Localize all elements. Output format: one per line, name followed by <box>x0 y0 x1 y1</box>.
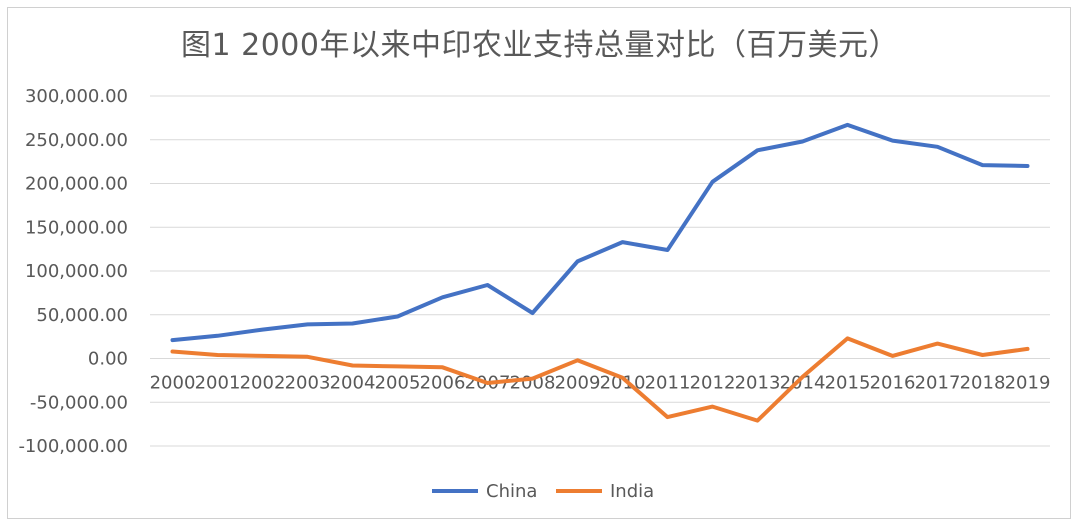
x-tick-label: 2002 <box>240 373 286 394</box>
series-line-china <box>170 122 1030 343</box>
y-tick-label: 200,000.00 <box>25 174 128 195</box>
x-tick-label: 2012 <box>690 373 736 394</box>
y-axis-ticks: 300,000.00 250,000.00 200,000.00 150,000.00… <box>18 86 128 457</box>
x-axis-ticks: 2000 2001 2002 2003 2004 2005 2006 2007 2008 2009… <box>150 373 1051 394</box>
chart-title: 图1 2000年以来中印农业支持总量对比（百万美元） <box>181 28 899 63</box>
x-tick-label: 2000 <box>150 373 196 394</box>
y-tick-label: 0.00 <box>88 349 128 370</box>
x-tick-label: 2001 <box>195 373 241 394</box>
x-tick-label: 2009 <box>555 373 601 394</box>
y-tick-label: -100,000.00 <box>18 436 128 457</box>
x-tick-label: 2016 <box>870 373 916 394</box>
x-tick-label: 2011 <box>645 373 691 394</box>
x-tick-label: 2018 <box>960 373 1006 394</box>
x-tick-label: 2017 <box>915 373 961 394</box>
x-tick-label: 2013 <box>735 373 781 394</box>
legend: China India <box>432 481 654 502</box>
x-tick-label: 2008 <box>510 373 556 394</box>
x-tick-label: 2006 <box>420 373 466 394</box>
y-tick-label: 250,000.00 <box>25 130 128 151</box>
x-tick-label: 2003 <box>285 373 331 394</box>
gridlines <box>150 95 1050 447</box>
legend-label-china: China <box>486 481 537 502</box>
y-tick-label: -50,000.00 <box>30 392 128 413</box>
y-tick-label: 150,000.00 <box>25 217 128 238</box>
legend-label-india: India <box>610 481 654 502</box>
chart-frame <box>7 7 1071 519</box>
y-tick-label: 50,000.00 <box>36 305 128 326</box>
x-tick-label: 2019 <box>1005 373 1051 394</box>
y-tick-label: 100,000.00 <box>25 261 128 282</box>
x-tick-label: 2004 <box>330 373 376 394</box>
x-tick-label: 2005 <box>375 373 421 394</box>
series-line-india <box>170 336 1030 423</box>
x-tick-label: 2015 <box>825 373 871 394</box>
y-tick-label: 300,000.00 <box>25 86 128 107</box>
series-lines <box>170 122 1030 423</box>
